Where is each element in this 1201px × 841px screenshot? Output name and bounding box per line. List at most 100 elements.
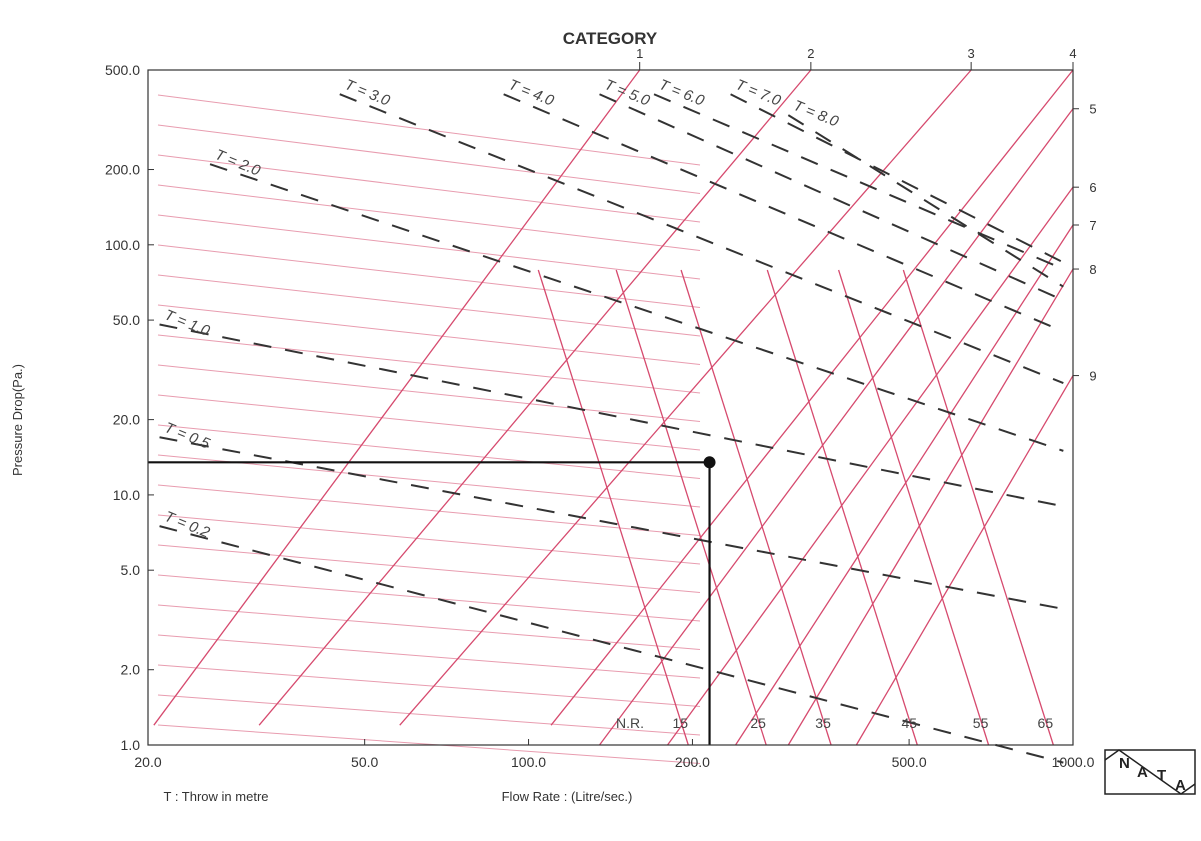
- x-axis-label: Flow Rate : (Litre/sec.): [502, 789, 633, 804]
- x-tick-label: 500.0: [892, 754, 927, 770]
- background-curve: [157, 214, 701, 280]
- background-curve: [157, 424, 701, 479]
- y-tick-label: 500.0: [105, 62, 140, 78]
- category-line: [258, 69, 812, 726]
- throw-line-label: T = 5.0: [602, 76, 653, 110]
- right-category-axis: 5 6 7 8 9: [1073, 102, 1097, 384]
- background-curve: [157, 274, 701, 337]
- throw-line: [730, 93, 1064, 264]
- throw-lines: T = 0.2 T = 0.5 T = 1.0 T = 2.0 T = 3.0 T = 4…: [159, 76, 1064, 764]
- x-tick-label: 200.0: [675, 754, 710, 770]
- background-curve: [157, 334, 701, 394]
- selection-marker: [148, 456, 716, 745]
- category-line: [787, 268, 1074, 746]
- throw-line: [209, 163, 1064, 452]
- background-curve: [157, 544, 701, 593]
- throw-line: [599, 93, 1064, 302]
- top-category-label: 2: [807, 46, 814, 61]
- nata-logo-letter-a: A: [1137, 764, 1148, 781]
- background-curve: [157, 454, 701, 508]
- top-category-label: 1: [636, 46, 643, 61]
- throw-line: [159, 436, 1064, 610]
- y-tick-label: 10.0: [113, 487, 140, 503]
- throw-line: [653, 93, 1064, 270]
- background-curve: [157, 154, 701, 223]
- category-line: [550, 69, 1074, 726]
- x-tick-label: 100.0: [511, 754, 546, 770]
- noise-rating-labels: 15 25 35 45 55 65: [672, 715, 1053, 731]
- noise-rating-label: 45: [902, 715, 918, 731]
- noise-rating-line: [537, 269, 689, 746]
- selection-point: [703, 456, 716, 469]
- plot-frame: [147, 69, 1074, 746]
- right-category-label: 7: [1089, 218, 1096, 233]
- top-category-label: 3: [968, 46, 975, 61]
- noise-rating-line: [902, 269, 1054, 746]
- throw-line: [503, 93, 1064, 333]
- right-category-label: 6: [1089, 180, 1096, 195]
- background-curve: [157, 724, 701, 764]
- throw-line: [787, 114, 1064, 288]
- throw-line-label: T = 1.0: [162, 306, 213, 340]
- noise-rating-label: 65: [1038, 715, 1054, 731]
- noise-rating-label: 35: [815, 715, 831, 731]
- throw-line-label: T = 0.5: [162, 419, 213, 453]
- noise-rating-line: [680, 269, 832, 746]
- y-tick-label: 5.0: [121, 562, 141, 578]
- x-axis: 20.0 50.0 100.0 200.0 500.0 1000.0: [134, 739, 1095, 770]
- throw-footnote: T : Throw in metre: [164, 789, 269, 804]
- throw-line: [339, 93, 1064, 385]
- throw-line-label: T = 3.0: [342, 76, 393, 110]
- nata-logo-stripe: [1104, 749, 1196, 795]
- category-line: [399, 69, 972, 726]
- right-category-label: 5: [1089, 102, 1096, 117]
- category-line: [735, 224, 1074, 746]
- y-tick-label: 1.0: [121, 737, 141, 753]
- background-curve: [157, 664, 701, 707]
- y-tick-label: 50.0: [113, 312, 140, 328]
- background-curve: [157, 574, 701, 622]
- y-axis: 1.0 2.0 5.0 10.0 20.0 50.0 100.0 200.0 500.0: [105, 62, 154, 753]
- x-tick-label: 50.0: [351, 754, 378, 770]
- y-tick-label: 20.0: [113, 412, 140, 428]
- nata-logo-letter-n: N: [1119, 755, 1130, 772]
- throw-line-label: T = 8.0: [791, 97, 842, 131]
- background-curve: [157, 394, 701, 451]
- y-tick-label: 2.0: [121, 662, 141, 678]
- noise-rating-label: 55: [973, 715, 989, 731]
- y-tick-label: 200.0: [105, 162, 140, 178]
- throw-line: [159, 323, 1064, 508]
- right-category-label: 9: [1089, 369, 1096, 384]
- throw-line-label: T = 4.0: [506, 76, 557, 110]
- background-curve: [157, 184, 701, 251]
- noise-rating-line: [615, 269, 767, 746]
- noise-rating-label: 25: [750, 715, 766, 731]
- background-curve: [157, 244, 701, 308]
- category-line: [667, 186, 1074, 746]
- noise-rating-label: 15: [672, 715, 688, 731]
- throw-line-label: T = 7.0: [733, 76, 784, 110]
- throw-line: [159, 525, 1064, 764]
- background-curve: [157, 514, 701, 565]
- category-line: [153, 69, 641, 726]
- nr-prefix-label: N.R.: [616, 715, 644, 731]
- background-curve: [157, 364, 701, 422]
- throw-line-label: T = 2.0: [213, 146, 264, 180]
- throw-line-label: T = 6.0: [657, 76, 708, 110]
- chart-title: CATEGORY: [563, 29, 658, 48]
- background-curve: [157, 604, 701, 650]
- nata-logo: N A T A: [1104, 749, 1196, 795]
- background-curve: [157, 124, 701, 194]
- throw-line-label: T = 0.2: [162, 508, 213, 542]
- background-curve: [157, 634, 701, 679]
- top-category-label: 4: [1069, 46, 1076, 61]
- noise-rating-line: [837, 269, 990, 746]
- x-tick-label: 20.0: [134, 754, 161, 770]
- background-curve: [157, 304, 701, 365]
- noise-rating-line: [766, 269, 918, 746]
- background-curve: [157, 484, 701, 536]
- nata-logo-frame: [1104, 749, 1196, 795]
- nata-logo-letter-t: T: [1157, 767, 1166, 784]
- category-line: [855, 375, 1074, 746]
